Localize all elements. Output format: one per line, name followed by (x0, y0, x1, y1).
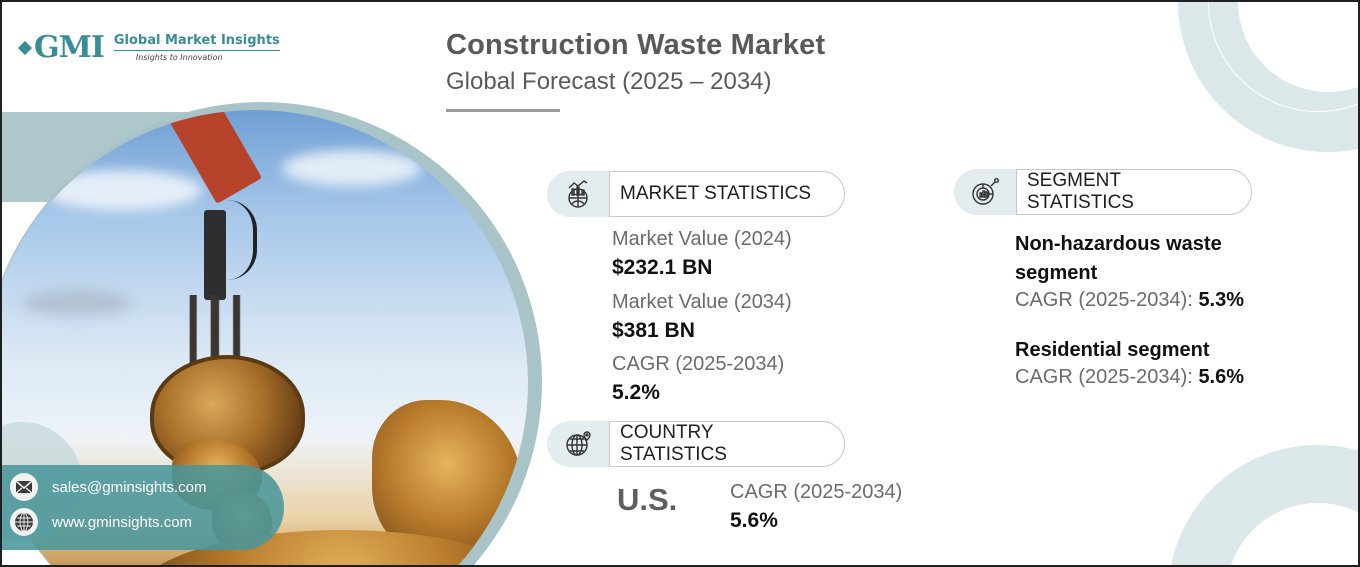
market-cagr-value: 5.2% (612, 381, 660, 404)
contact-bar: sales@gminsights.com www.gminsights.com (2, 465, 284, 550)
website-link[interactable]: www.gminsights.com (52, 513, 193, 531)
market-statistics-label: MARKET STATISTICS (609, 171, 845, 217)
segment-non-hazardous-cagr: CAGR (2025-2034): 5.3% (1015, 289, 1245, 311)
logo-mark: GMI (17, 30, 105, 65)
segment-non-hazardous-title: Non-hazardous waste segment (1015, 233, 1222, 284)
globe-pin-icon (547, 421, 609, 467)
market-cagr-label: CAGR (2025-2034) (612, 353, 785, 375)
diamond-icon (17, 40, 33, 55)
segment-non-hazardous-cagr-value: 5.3% (1198, 289, 1245, 311)
country-cagr-value: 5.6% (730, 509, 778, 532)
market-value-2034: $381 BN (612, 319, 695, 342)
segment-residential-title: Residential segment (1015, 339, 1210, 361)
country-statistics-header: COUNTRY STATISTICS (547, 421, 845, 467)
market-value-2034-label: Market Value (2034) (612, 291, 792, 313)
market-value-2024-label: Market Value (2024) (612, 228, 792, 250)
market-value-2024: $232.1 BN (612, 256, 713, 279)
grapple-rotator (204, 210, 226, 300)
segment-residential-cagr-value: 5.6% (1198, 366, 1245, 388)
globe-icon (10, 508, 38, 536)
contact-email[interactable]: sales@gminsights.com (10, 473, 206, 501)
segment-statistics-label: SEGMENT STATISTICS (1016, 169, 1252, 215)
title-divider (446, 109, 560, 112)
page-subtitle: Global Forecast (2025 – 2034) (446, 68, 772, 95)
chart-globe-icon (547, 171, 609, 217)
decorative-arc-bottom-right (1168, 445, 1358, 565)
page-title: Construction Waste Market (446, 29, 826, 61)
brand-name: Global Market Insights (113, 33, 280, 51)
gmi-logo[interactable]: GMI Global Market Insights Insights to I… (17, 30, 280, 65)
country-cagr-label: CAGR (2025-2034) (730, 481, 903, 503)
market-statistics-header: MARKET STATISTICS (547, 171, 845, 217)
country-statistics-label: COUNTRY STATISTICS (609, 421, 845, 467)
envelope-icon (10, 473, 38, 501)
segment-residential-cagr: CAGR (2025-2034): 5.6% (1015, 366, 1245, 388)
pie-chart-icon (954, 169, 1016, 215)
email-link[interactable]: sales@gminsights.com (52, 478, 207, 496)
country-name: U.S. (617, 482, 678, 517)
segment-statistics-header: SEGMENT STATISTICS (954, 169, 1252, 215)
contact-website[interactable]: www.gminsights.com (10, 508, 192, 536)
brand-tagline: Insights to Innovation (135, 53, 223, 62)
